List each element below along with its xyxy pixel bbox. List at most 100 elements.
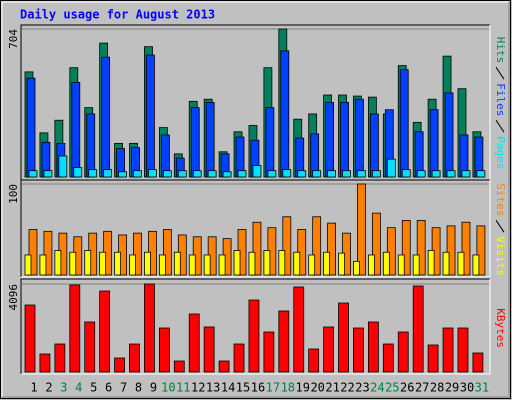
bar	[237, 170, 247, 178]
bar	[412, 254, 420, 276]
bar	[233, 250, 241, 276]
bar	[162, 229, 172, 276]
bar	[144, 283, 155, 373]
bar	[386, 227, 396, 276]
bar	[54, 250, 62, 276]
x-tick-label: 15	[236, 381, 250, 395]
bar	[203, 254, 211, 276]
bar	[267, 170, 277, 178]
bar	[412, 285, 424, 373]
bar	[342, 170, 351, 178]
bar	[43, 170, 53, 178]
bar	[427, 344, 439, 373]
x-tick-label: 4	[75, 381, 82, 395]
legend-label: Visits	[494, 236, 507, 276]
bar	[28, 170, 38, 178]
bar	[263, 250, 271, 276]
bar	[327, 170, 337, 178]
bar	[278, 310, 290, 373]
bar	[103, 169, 113, 178]
bar	[338, 302, 349, 373]
bar	[457, 327, 469, 373]
bar	[476, 225, 486, 276]
bar	[472, 254, 480, 276]
bar	[446, 225, 456, 276]
bar	[442, 327, 454, 373]
x-tick-label: 11	[176, 381, 190, 395]
bar	[357, 170, 366, 178]
bar	[207, 170, 217, 178]
x-tick-label: 24	[370, 381, 384, 395]
bar	[43, 230, 53, 276]
bar	[282, 216, 292, 276]
bar	[446, 170, 456, 178]
legend-separator	[495, 219, 505, 233]
legend-label: Pages	[494, 136, 507, 169]
panel-highlight	[21, 180, 491, 278]
bar	[133, 170, 142, 178]
legend-label: Hits	[494, 37, 507, 64]
bar	[158, 327, 170, 373]
bar	[457, 251, 465, 276]
x-tick-label: 26	[400, 381, 414, 395]
bar	[218, 254, 226, 276]
bar	[461, 221, 471, 276]
bar	[327, 222, 337, 276]
bar	[190, 107, 200, 178]
bar	[24, 254, 32, 276]
y-tick-label: 100	[7, 184, 20, 204]
bar	[476, 170, 486, 178]
bar	[323, 326, 335, 373]
bar	[58, 155, 68, 178]
x-tick-label: 28	[430, 381, 444, 395]
bar	[158, 254, 166, 276]
x-tick-label: 2	[45, 381, 52, 395]
bar	[401, 169, 411, 178]
bar	[416, 170, 426, 178]
bar	[86, 113, 96, 178]
bar	[382, 251, 390, 276]
bar	[28, 229, 38, 276]
bar	[357, 183, 366, 276]
bar	[173, 360, 185, 373]
bar	[293, 251, 301, 276]
bar	[39, 254, 47, 276]
bar	[24, 304, 36, 373]
bar	[144, 251, 151, 276]
x-tick-label: 9	[150, 381, 157, 395]
x-tick-label: 23	[355, 381, 369, 395]
bar	[416, 219, 426, 276]
bar	[371, 212, 381, 276]
bar	[431, 170, 441, 178]
bar	[472, 352, 484, 373]
bar	[252, 221, 262, 276]
x-tick-label: 6	[105, 381, 112, 395]
bar	[114, 357, 125, 373]
x-tick-label: 7	[120, 381, 127, 395]
panel-shadow	[20, 24, 490, 180]
x-tick-label: 20	[310, 381, 324, 395]
bar	[308, 348, 320, 373]
bar	[399, 69, 409, 178]
x-tick-label: 21	[325, 381, 339, 395]
bar	[367, 321, 379, 373]
x-tick-label: 31	[475, 381, 489, 395]
bar	[386, 158, 396, 178]
bar	[146, 54, 155, 178]
legend-separator	[495, 66, 505, 80]
panel-highlight	[21, 279, 491, 375]
bar	[353, 327, 364, 373]
bar	[84, 250, 92, 276]
bar	[129, 254, 136, 276]
bar	[26, 77, 36, 178]
bar	[248, 299, 260, 373]
bar	[340, 101, 349, 178]
bar	[173, 251, 181, 276]
x-tick-label: 12	[191, 381, 205, 395]
bar	[99, 290, 111, 373]
bar	[73, 167, 83, 178]
x-tick-label: 29	[445, 381, 459, 395]
x-tick-label: 14	[221, 381, 235, 395]
